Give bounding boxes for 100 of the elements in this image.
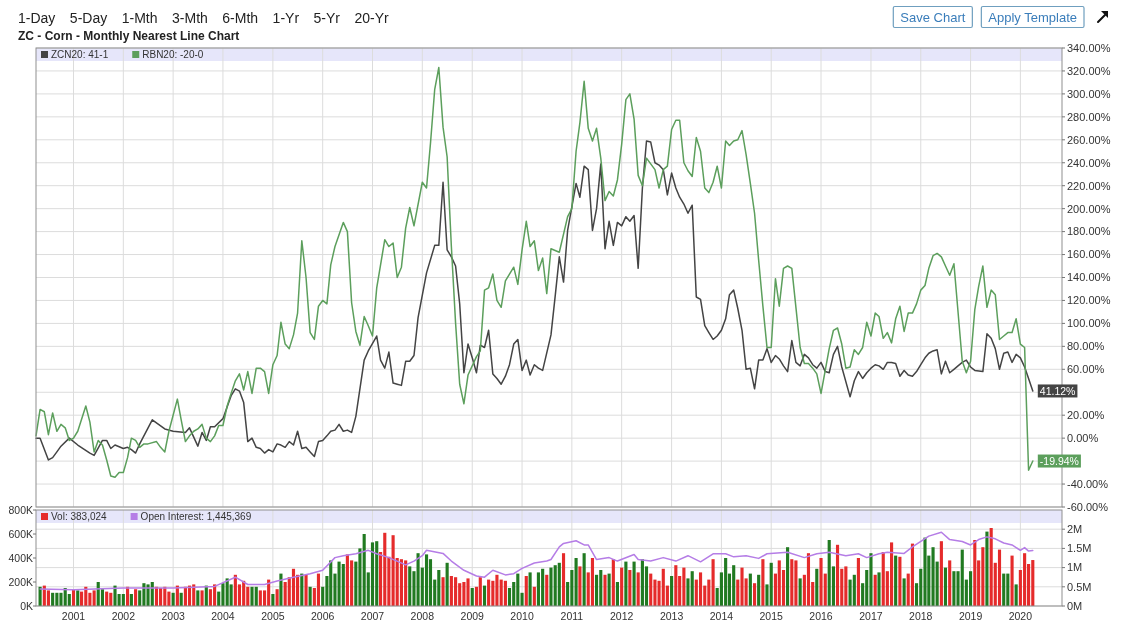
y-tick-label: 280.00%: [1067, 110, 1111, 123]
bar: [304, 574, 308, 606]
bar: [503, 580, 507, 606]
text: Save Chart: [900, 10, 966, 25]
x-tick-label: 2015: [759, 610, 784, 622]
y-tick-label: 200K: [8, 575, 33, 588]
bar: [391, 535, 395, 606]
bar: [46, 590, 50, 606]
bar: [142, 583, 146, 606]
bar: [599, 570, 603, 606]
x-tick-label: 2008: [410, 610, 435, 622]
bar: [582, 553, 586, 606]
y-tick-label: 220.00%: [1067, 179, 1111, 192]
bar: [570, 570, 574, 606]
text: 1-Mth: [121, 10, 158, 26]
bar: [516, 573, 520, 606]
data-label: -19.94%: [1039, 454, 1079, 467]
bar: [753, 583, 757, 606]
bar: [997, 549, 1002, 606]
bar: [495, 574, 499, 606]
bar: [590, 558, 595, 606]
bar: [827, 540, 831, 606]
bar: [848, 579, 852, 606]
bar: [113, 585, 117, 606]
bar: [985, 531, 989, 606]
bar: [399, 559, 403, 606]
bar: [545, 574, 549, 606]
bar: [1002, 573, 1006, 606]
line-series: [39, 531, 1034, 591]
bar: [146, 584, 150, 606]
x-tick-label: 2009: [460, 610, 485, 622]
y-tick-label: 140.00%: [1067, 271, 1111, 284]
bar: [549, 567, 553, 606]
bar: [943, 567, 948, 606]
bar: [449, 576, 453, 606]
bar: [362, 534, 366, 606]
legend-label: Vol: 383,024: [51, 511, 108, 522]
y-tick-label: 800K: [8, 503, 33, 516]
bar: [881, 552, 885, 606]
bar: [308, 586, 312, 606]
x-tick-label: 2005: [261, 610, 285, 622]
bar: [532, 586, 536, 606]
bar: [329, 560, 333, 606]
y-tick-label: 120.00%: [1067, 294, 1111, 307]
bar: [1010, 555, 1014, 606]
bar: [794, 560, 798, 606]
line-series: [35, 66, 1034, 478]
y-tick-label: 60.00%: [1067, 363, 1105, 376]
x-tick-label: 2014: [709, 610, 734, 622]
bar: [536, 572, 540, 606]
bar: [698, 572, 703, 606]
x-tick-label: 2017: [859, 610, 883, 622]
x-tick-label: 2007: [360, 610, 385, 622]
bar: [383, 532, 387, 606]
bar: [902, 578, 906, 606]
bar: [948, 560, 952, 606]
bar: [250, 586, 254, 606]
text: Apply Template: [988, 10, 1077, 25]
bar: [748, 573, 752, 606]
bar: [790, 559, 794, 606]
bar: [757, 574, 761, 606]
bar: [732, 565, 736, 606]
bar: [59, 592, 63, 606]
chart-title: ZC - Corn - Monthly Nearest Line Chart: [18, 29, 240, 43]
bar: [786, 547, 790, 606]
bar: [375, 541, 379, 606]
legend-label: RBN20: -20-0: [142, 49, 204, 60]
x-tick-label: 2019: [958, 610, 983, 622]
x-tick-label: 2003: [161, 610, 185, 622]
y-tick-label: -40.00%: [1067, 477, 1109, 490]
bar: [445, 562, 449, 606]
y-tick-label: 600K: [8, 527, 33, 540]
bar: [877, 572, 881, 606]
bar: [408, 566, 412, 606]
bar: [487, 579, 491, 606]
bar: [939, 541, 943, 606]
y-tick-label: 240.00%: [1067, 156, 1111, 169]
bar: [134, 589, 138, 606]
text: 5-Day: [69, 10, 108, 26]
legend-label: ZCN20: 41-1: [51, 49, 109, 60]
bar: [499, 579, 503, 606]
bar: [316, 573, 321, 606]
y-tick-label: 300.00%: [1067, 87, 1111, 100]
bar: [661, 568, 665, 606]
bar: [258, 590, 262, 606]
x-tick-label: 2004: [211, 610, 235, 622]
y2-tick-label: 1M: [1067, 561, 1083, 574]
y-tick-label: 200.00%: [1067, 202, 1111, 215]
bar: [724, 558, 728, 606]
bar: [404, 560, 408, 606]
bar: [578, 566, 582, 606]
bar: [707, 579, 711, 606]
bar: [350, 560, 354, 606]
bar: [890, 542, 894, 606]
bar: [553, 565, 557, 606]
bar: [873, 574, 877, 606]
y-tick-label: 400K: [8, 551, 33, 564]
y2-tick-label: 0M: [1067, 599, 1083, 612]
text: 3-Mth: [172, 10, 208, 26]
bar: [603, 574, 607, 606]
